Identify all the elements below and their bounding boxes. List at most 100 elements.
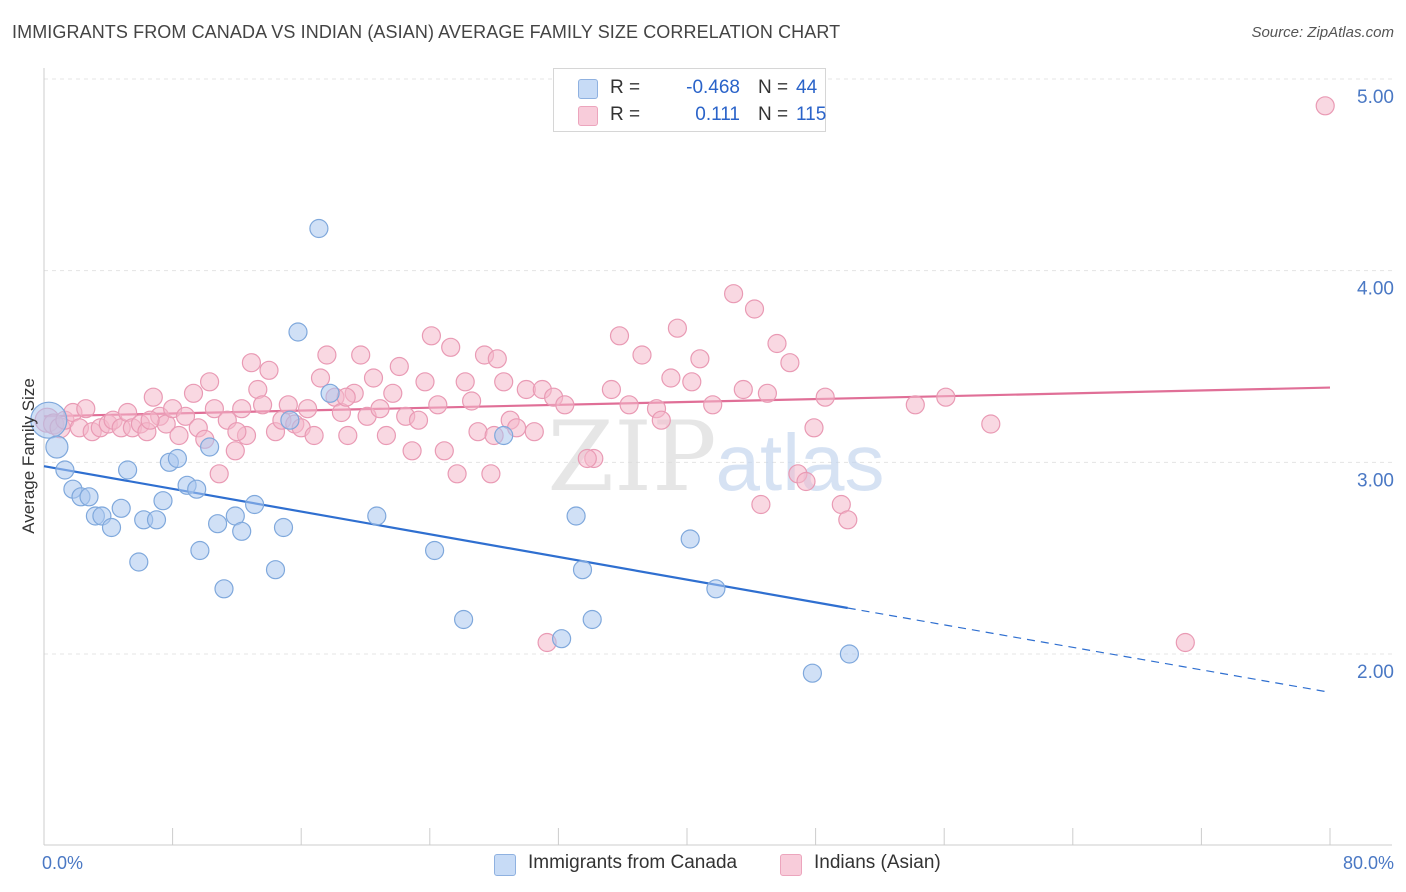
- canada-point-29: [288, 322, 308, 342]
- chart-title: IMMIGRANTS FROM CANADA VS INDIAN (ASIAN)…: [12, 22, 841, 42]
- y-tick-label-1: 3.00: [1357, 470, 1394, 491]
- canada-trend-extension: [847, 607, 1331, 693]
- indian-point-74: [516, 379, 536, 400]
- canada-point-25: [245, 494, 265, 515]
- canada-point-1: [45, 435, 69, 459]
- stats-legend: R = -0.468 N = 44 R = 0.111 N = 115: [553, 68, 826, 132]
- indian-point-100: [815, 387, 835, 407]
- canada-point-35: [494, 425, 514, 446]
- canada-point-10: [117, 460, 138, 480]
- indian-point-102: [838, 510, 858, 530]
- indian-point-34: [253, 395, 273, 415]
- indian-point-103: [905, 395, 925, 415]
- canada-point-40: [680, 529, 700, 549]
- indian-point-51: [363, 368, 384, 388]
- legend-label-indian: Indians (Asian): [814, 852, 941, 873]
- indian-point-88: [682, 372, 702, 392]
- indian-point-61: [428, 395, 448, 415]
- y-tick-label-2: 4.00: [1357, 279, 1394, 300]
- axes: [43, 68, 1392, 846]
- indian-point-6: [76, 399, 96, 419]
- indian-point-44: [317, 345, 337, 365]
- legend-swatch-pink: [578, 106, 598, 126]
- indian-point-112: [757, 383, 778, 403]
- indian-point-79: [555, 395, 575, 415]
- indian-point-59: [415, 372, 435, 392]
- canada-point-22: [214, 579, 234, 599]
- indian-point-41: [298, 399, 318, 419]
- indian-point-86: [661, 368, 681, 388]
- canada-point-19: [190, 540, 210, 561]
- canada-point-21: [208, 514, 228, 534]
- canada-point-33: [425, 540, 445, 561]
- canada-point-34: [454, 609, 474, 630]
- canada-point-13: [146, 510, 167, 530]
- indian-point-66: [462, 391, 482, 411]
- legend-swatch-pink: [780, 854, 802, 876]
- canada-point-37: [566, 506, 586, 526]
- y-axis-label: Average Family Size: [19, 378, 38, 534]
- source-label: Source: ZipAtlas.com: [1251, 24, 1394, 41]
- indian-point-32: [241, 353, 261, 373]
- indian-point-110: [577, 448, 597, 469]
- indian-point-83: [619, 395, 639, 415]
- canada-point-43: [839, 644, 860, 664]
- canada-point-8: [101, 517, 122, 538]
- watermark: ZIP atlas: [547, 401, 884, 513]
- indian-point-105: [981, 414, 1001, 434]
- indian-point-20: [169, 425, 189, 446]
- indian-point-63: [441, 337, 461, 357]
- indian-point-99: [804, 418, 824, 438]
- indian-point-67: [468, 422, 488, 442]
- data-points: [30, 96, 1335, 683]
- canada-point-24: [232, 521, 252, 541]
- indian-point-90: [703, 395, 723, 415]
- indian-point-87: [667, 318, 688, 338]
- canada-point-41: [706, 579, 726, 599]
- indian-point-96: [780, 353, 800, 373]
- indian-point-81: [601, 379, 622, 400]
- canada-point-31: [320, 383, 340, 403]
- canada-point-5: [79, 487, 99, 507]
- canada-point-38: [572, 560, 593, 580]
- indian-point-108: [227, 422, 247, 442]
- indian-point-65: [455, 372, 475, 392]
- indian-point-89: [690, 349, 710, 369]
- indian-point-111: [651, 410, 671, 430]
- indian-point-69: [481, 464, 501, 484]
- indian-point-42: [304, 425, 324, 446]
- indian-point-27: [209, 464, 229, 484]
- indian-point-43: [310, 368, 331, 388]
- canada-point-36: [551, 629, 572, 649]
- legend-r-label: R =: [610, 104, 641, 125]
- indian-point-71: [494, 372, 514, 392]
- indian-point-53: [376, 425, 396, 446]
- watermark-atlas: atlas: [716, 418, 885, 507]
- indian-point-52: [370, 399, 390, 419]
- indian-point-54: [383, 383, 403, 403]
- canada-point-2: [55, 460, 75, 480]
- legend-r-label: R =: [610, 77, 641, 98]
- canada-point-27: [273, 517, 294, 538]
- legend-r-value: -0.468: [686, 77, 740, 98]
- indian-point-30: [232, 399, 252, 419]
- axis-labels: 2.00 3.00 4.00 5.00 0.0% 80.0% Average Family …: [19, 87, 1394, 873]
- indian-point-26: [204, 399, 224, 419]
- indian-point-113: [140, 410, 160, 430]
- indian-point-91: [723, 284, 744, 304]
- indian-point-94: [751, 494, 771, 515]
- legend-n-label: N =: [758, 77, 789, 98]
- legend-label-canada: Immigrants from Canada: [528, 852, 738, 873]
- x-tick-label-max: 80.0%: [1343, 853, 1394, 873]
- grid-lines: [44, 78, 1392, 655]
- indian-point-92: [733, 379, 753, 400]
- indian-point-35: [259, 360, 279, 380]
- indian-point-106: [1175, 632, 1195, 653]
- legend-n-value: 115: [796, 104, 827, 125]
- indian-point-93: [744, 299, 765, 319]
- indian-point-107: [1315, 96, 1335, 116]
- canada-point-28: [280, 410, 300, 430]
- legend-n-label: N =: [758, 104, 789, 125]
- canada-point-20: [200, 437, 220, 457]
